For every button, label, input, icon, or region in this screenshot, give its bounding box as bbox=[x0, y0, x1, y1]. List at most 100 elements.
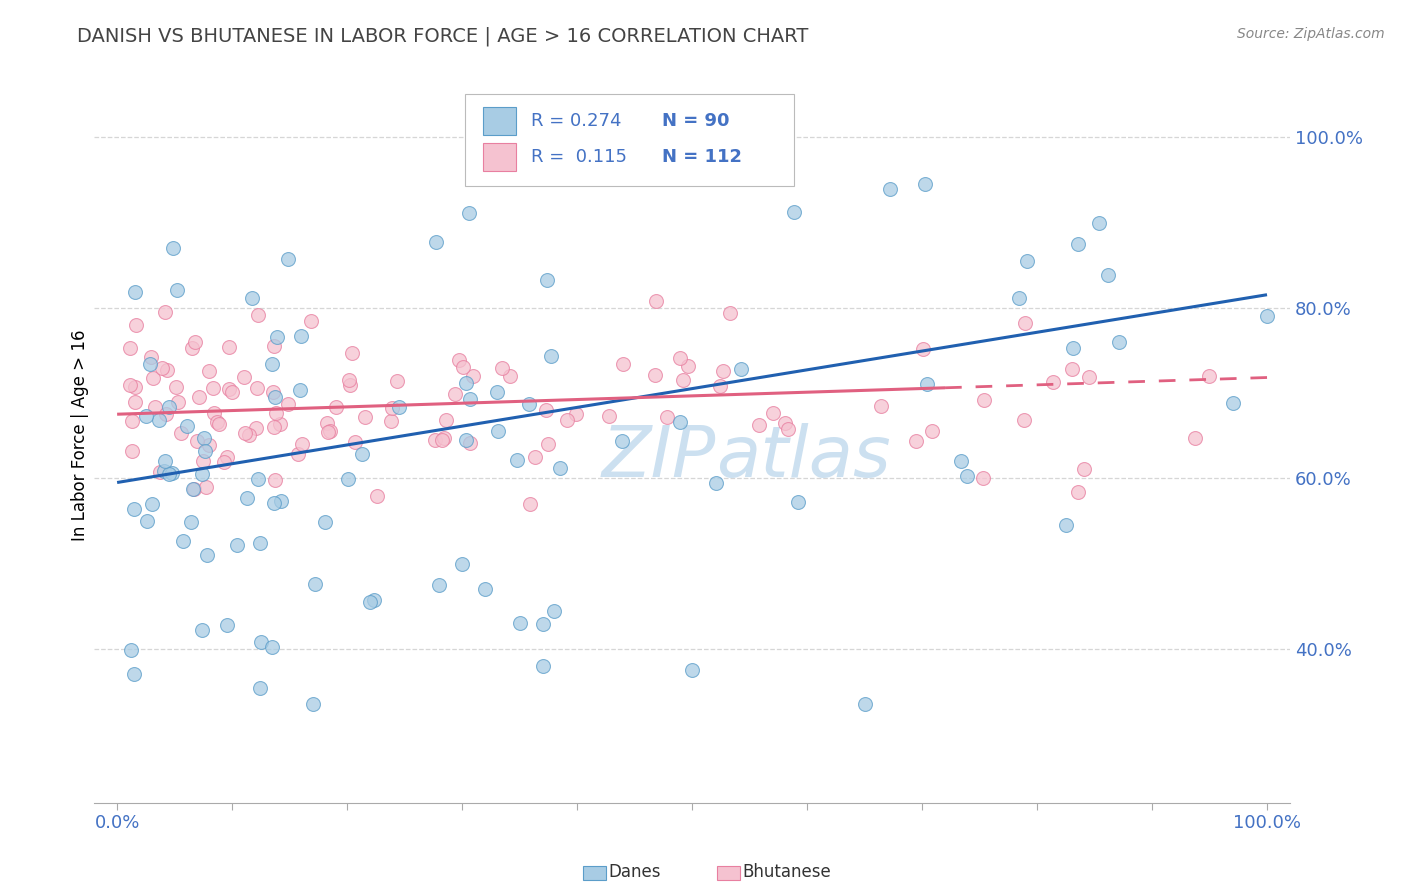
Point bbox=[157, 401, 180, 415]
Point bbox=[236, 491, 259, 505]
Point bbox=[198, 364, 221, 378]
Point bbox=[143, 400, 166, 414]
Point bbox=[1014, 413, 1036, 427]
Text: R =  0.115: R = 0.115 bbox=[530, 148, 627, 166]
Point bbox=[730, 361, 752, 376]
Point bbox=[270, 493, 292, 508]
Text: N = 112: N = 112 bbox=[662, 148, 742, 166]
Point bbox=[269, 417, 291, 431]
Point bbox=[172, 534, 194, 549]
Point bbox=[233, 425, 256, 440]
Point bbox=[194, 444, 217, 458]
Point bbox=[486, 385, 509, 400]
Point bbox=[180, 342, 202, 356]
Point bbox=[869, 399, 891, 413]
Point bbox=[165, 380, 187, 394]
Point bbox=[1108, 335, 1130, 350]
Point bbox=[299, 314, 322, 328]
Point bbox=[533, 617, 555, 632]
Point bbox=[124, 667, 146, 681]
Point bbox=[291, 437, 314, 451]
Point bbox=[118, 341, 141, 355]
Point bbox=[266, 330, 288, 344]
Point bbox=[142, 370, 165, 384]
Point bbox=[352, 446, 374, 460]
Point bbox=[153, 464, 176, 478]
Point bbox=[548, 461, 571, 475]
Point bbox=[474, 582, 496, 597]
Point bbox=[316, 425, 339, 439]
Point bbox=[125, 318, 148, 332]
Point bbox=[249, 535, 271, 549]
Point bbox=[1008, 292, 1031, 306]
Text: Bhutanese: Bhutanese bbox=[742, 863, 831, 881]
Point bbox=[242, 291, 264, 305]
Point bbox=[195, 549, 218, 563]
Point bbox=[449, 353, 471, 368]
Point bbox=[1067, 237, 1090, 252]
Point bbox=[124, 395, 146, 409]
Point bbox=[456, 433, 478, 447]
Point bbox=[249, 681, 271, 696]
Point bbox=[301, 698, 323, 712]
Point bbox=[681, 663, 703, 677]
Point bbox=[170, 426, 193, 441]
Point bbox=[198, 438, 221, 452]
Point bbox=[325, 401, 347, 415]
Point bbox=[536, 273, 558, 287]
Point bbox=[381, 401, 404, 416]
Point bbox=[166, 283, 188, 297]
Point bbox=[366, 489, 388, 503]
Point bbox=[783, 205, 806, 219]
Point bbox=[238, 428, 260, 442]
Point bbox=[669, 351, 692, 365]
Point bbox=[914, 178, 936, 192]
Y-axis label: In Labor Force | Age > 16: In Labor Force | Age > 16 bbox=[72, 330, 89, 541]
Point bbox=[1017, 254, 1039, 268]
Point bbox=[1184, 431, 1206, 445]
Point bbox=[221, 384, 243, 399]
Point bbox=[610, 434, 633, 448]
Point bbox=[264, 390, 287, 404]
Point bbox=[288, 383, 311, 397]
Point bbox=[232, 369, 254, 384]
Point bbox=[184, 335, 207, 350]
Point bbox=[246, 381, 269, 395]
Point bbox=[120, 642, 142, 657]
Text: DANISH VS BHUTANESE IN LABOR FORCE | AGE > 16 CORRELATION CHART: DANISH VS BHUTANESE IN LABOR FORCE | AGE… bbox=[77, 27, 808, 46]
Point bbox=[645, 293, 668, 308]
Point bbox=[156, 362, 179, 376]
Point bbox=[596, 146, 619, 161]
Point bbox=[181, 482, 204, 496]
Point bbox=[534, 403, 557, 417]
Point bbox=[672, 373, 695, 387]
Point bbox=[217, 618, 239, 632]
FancyBboxPatch shape bbox=[465, 95, 794, 186]
Point bbox=[540, 349, 562, 363]
Point bbox=[249, 635, 271, 649]
Point bbox=[246, 473, 269, 487]
Point bbox=[1256, 310, 1278, 324]
Point bbox=[486, 424, 509, 438]
Point bbox=[264, 406, 287, 420]
Text: ZIP: ZIP bbox=[602, 423, 716, 492]
Point bbox=[1042, 375, 1064, 389]
Point bbox=[122, 501, 145, 516]
Text: atlas: atlas bbox=[716, 423, 890, 492]
Point bbox=[207, 416, 229, 430]
Point bbox=[245, 421, 267, 435]
Point bbox=[319, 425, 342, 439]
Point bbox=[141, 497, 163, 511]
Point bbox=[124, 285, 146, 299]
Point bbox=[598, 409, 620, 424]
Point bbox=[1062, 341, 1084, 355]
Point bbox=[491, 361, 513, 376]
Point bbox=[1097, 268, 1119, 282]
Point bbox=[879, 182, 901, 196]
Point bbox=[1054, 517, 1077, 532]
Point bbox=[304, 576, 326, 591]
Point bbox=[263, 339, 285, 353]
Point bbox=[155, 407, 177, 421]
Point bbox=[135, 409, 157, 424]
Point bbox=[339, 378, 361, 392]
